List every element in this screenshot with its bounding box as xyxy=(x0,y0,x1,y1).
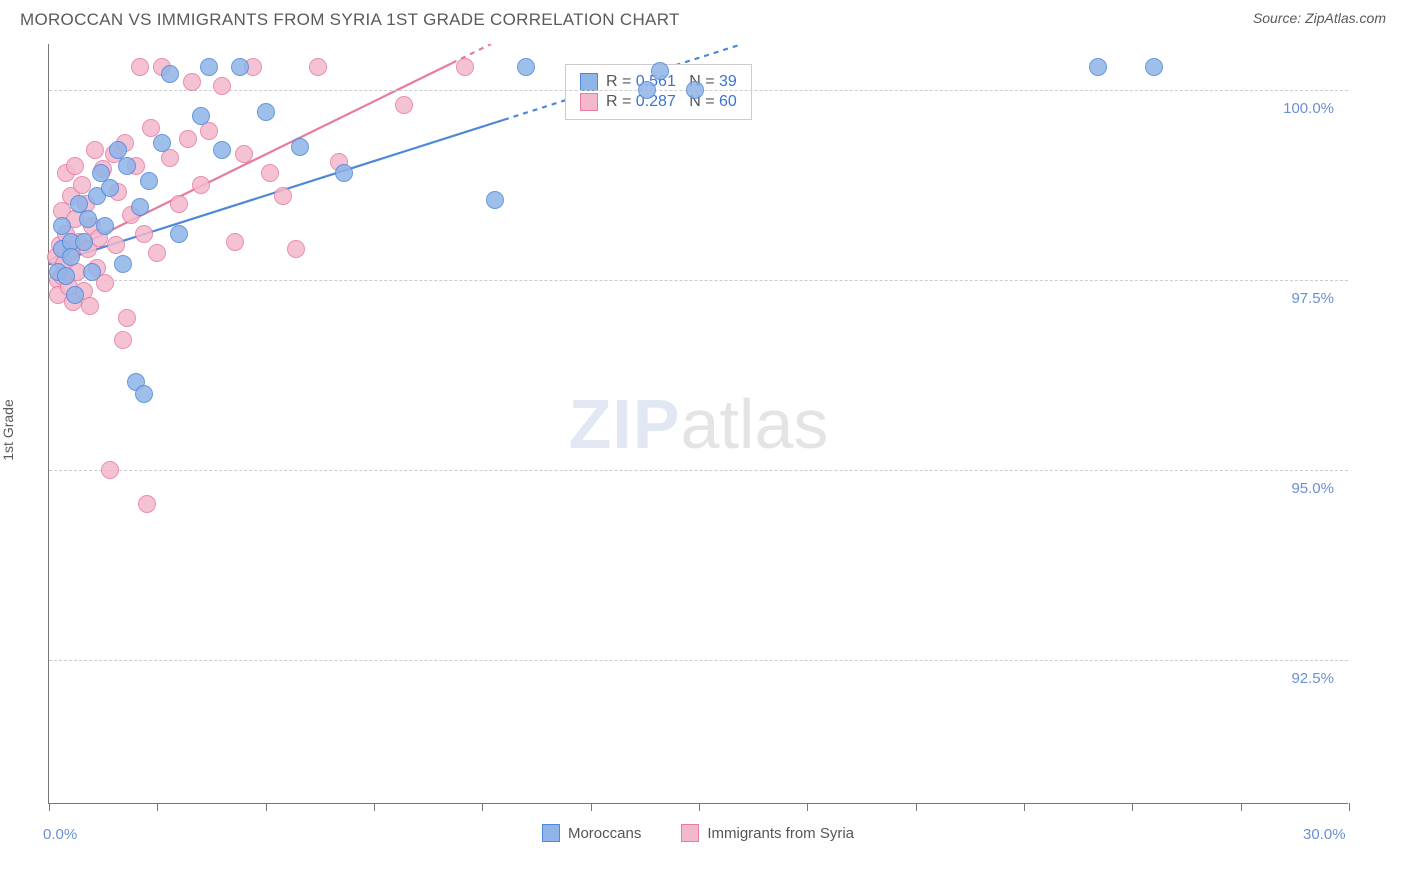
x-tick xyxy=(374,803,375,811)
scatter-point xyxy=(57,267,75,285)
scatter-point xyxy=(274,187,292,205)
scatter-point xyxy=(291,138,309,156)
legend-swatch xyxy=(681,824,699,842)
scatter-point xyxy=(170,225,188,243)
scatter-point xyxy=(81,297,99,315)
source-attribution: Source: ZipAtlas.com xyxy=(1253,10,1386,30)
x-tick xyxy=(266,803,267,811)
scatter-point xyxy=(153,134,171,152)
scatter-point xyxy=(651,62,669,80)
scatter-point xyxy=(200,122,218,140)
scatter-point xyxy=(75,233,93,251)
scatter-point xyxy=(131,58,149,76)
scatter-point xyxy=(200,58,218,76)
scatter-point xyxy=(135,225,153,243)
scatter-point xyxy=(287,240,305,258)
x-tick xyxy=(699,803,700,811)
scatter-point xyxy=(192,176,210,194)
scatter-point xyxy=(66,286,84,304)
scatter-point xyxy=(235,145,253,163)
scatter-point xyxy=(138,495,156,513)
scatter-point xyxy=(183,73,201,91)
scatter-point xyxy=(101,179,119,197)
y-axis-label: 1st Grade xyxy=(0,399,16,460)
scatter-point xyxy=(118,309,136,327)
y-tick-label: 92.5% xyxy=(1291,670,1334,687)
scatter-point xyxy=(101,461,119,479)
scatter-point xyxy=(170,195,188,213)
scatter-point xyxy=(107,236,125,254)
legend-label: Immigrants from Syria xyxy=(707,825,854,842)
legend-item: Immigrants from Syria xyxy=(681,824,854,842)
scatter-point xyxy=(86,141,104,159)
y-tick-label: 95.0% xyxy=(1291,480,1334,497)
scatter-point xyxy=(257,103,275,121)
scatter-point xyxy=(118,157,136,175)
scatter-point xyxy=(686,81,704,99)
scatter-point xyxy=(79,210,97,228)
stats-text: R = 0.287 N = 60 xyxy=(606,93,737,111)
watermark-atlas: atlas xyxy=(681,385,829,463)
legend-swatch xyxy=(542,824,560,842)
scatter-point xyxy=(486,191,504,209)
scatter-point xyxy=(83,263,101,281)
scatter-point xyxy=(213,77,231,95)
x-tick xyxy=(1132,803,1133,811)
watermark: ZIPatlas xyxy=(569,384,829,464)
x-tick xyxy=(1024,803,1025,811)
scatter-point xyxy=(1145,58,1163,76)
x-tick xyxy=(591,803,592,811)
y-tick-label: 97.5% xyxy=(1291,290,1334,307)
x-tick xyxy=(157,803,158,811)
gridline-h xyxy=(49,280,1348,281)
scatter-point xyxy=(213,141,231,159)
legend-label: Moroccans xyxy=(568,825,641,842)
stats-text: R = 0.561 N = 39 xyxy=(606,73,737,91)
scatter-point xyxy=(309,58,327,76)
scatter-point xyxy=(114,331,132,349)
x-tick xyxy=(807,803,808,811)
gridline-h xyxy=(49,660,1348,661)
x-tick xyxy=(916,803,917,811)
scatter-point xyxy=(335,164,353,182)
scatter-point xyxy=(517,58,535,76)
scatter-point xyxy=(456,58,474,76)
scatter-point xyxy=(638,81,656,99)
stats-legend-row: R = 0.287 N = 60 xyxy=(580,93,737,111)
scatter-point xyxy=(226,233,244,251)
scatter-point xyxy=(1089,58,1107,76)
legend-swatch xyxy=(580,93,598,111)
chart-title: MOROCCAN VS IMMIGRANTS FROM SYRIA 1ST GR… xyxy=(20,10,680,30)
scatter-point xyxy=(66,157,84,175)
gridline-h xyxy=(49,470,1348,471)
scatter-point xyxy=(179,130,197,148)
legend-swatch xyxy=(580,73,598,91)
scatter-point xyxy=(231,58,249,76)
x-tick xyxy=(482,803,483,811)
x-tick xyxy=(1349,803,1350,811)
scatter-point xyxy=(161,149,179,167)
scatter-point xyxy=(131,198,149,216)
scatter-point xyxy=(395,96,413,114)
scatter-point xyxy=(140,172,158,190)
scatter-point xyxy=(161,65,179,83)
scatter-point xyxy=(135,385,153,403)
plot-area: ZIPatlas R = 0.561 N = 39 R = 0.287 N = 6… xyxy=(48,44,1348,804)
watermark-zip: ZIP xyxy=(569,385,681,463)
y-tick-label: 100.0% xyxy=(1283,100,1334,117)
chart-container: ZIPatlas R = 0.561 N = 39 R = 0.287 N = 6… xyxy=(48,44,1388,834)
series-legend: Moroccans Immigrants from Syria xyxy=(48,824,1348,842)
scatter-point xyxy=(148,244,166,262)
scatter-point xyxy=(96,217,114,235)
x-tick xyxy=(49,803,50,811)
scatter-point xyxy=(62,248,80,266)
legend-item: Moroccans xyxy=(542,824,641,842)
scatter-point xyxy=(114,255,132,273)
scatter-point xyxy=(261,164,279,182)
x-tick xyxy=(1241,803,1242,811)
scatter-point xyxy=(192,107,210,125)
